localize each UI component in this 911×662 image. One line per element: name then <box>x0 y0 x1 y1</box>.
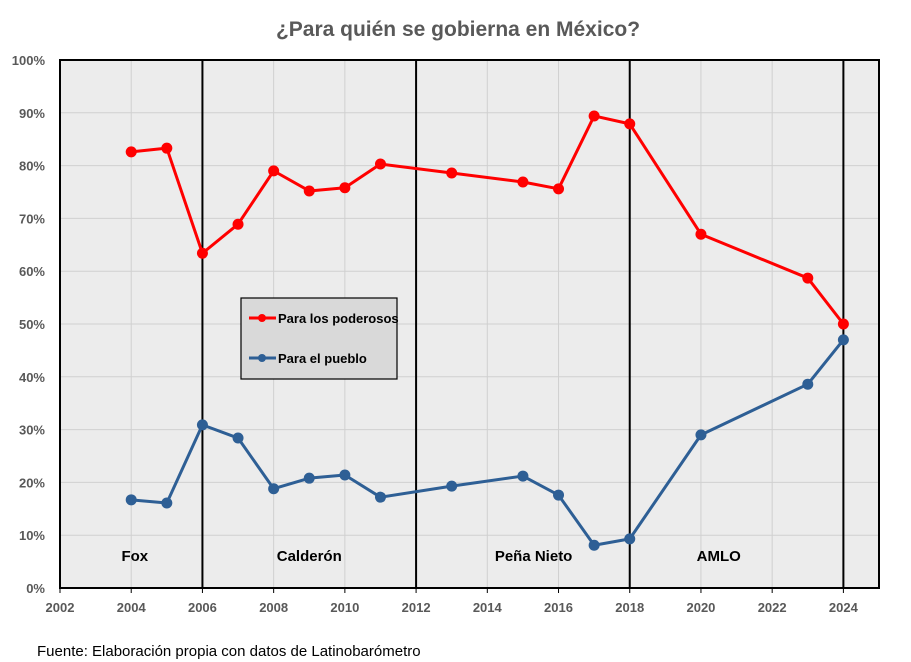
y-tick-label: 0% <box>26 581 45 596</box>
x-tick-label: 2018 <box>615 600 644 615</box>
chart-title: ¿Para quién se gobierna en México? <box>276 18 640 41</box>
data-point-0 <box>695 228 707 240</box>
y-tick-label: 10% <box>19 528 45 543</box>
y-tick-label: 90% <box>19 106 45 121</box>
data-point-1 <box>232 432 244 444</box>
y-tick-label: 30% <box>19 423 45 438</box>
data-point-1 <box>374 491 386 503</box>
data-point-1 <box>553 489 565 501</box>
data-point-0 <box>339 182 351 194</box>
legend-label-pueblo: Para el pueblo <box>278 351 367 366</box>
x-tick-label: 2024 <box>829 600 859 615</box>
y-tick-label: 70% <box>19 211 45 226</box>
y-tick-label: 50% <box>19 317 45 332</box>
data-point-0 <box>624 118 636 130</box>
x-tick-label: 2006 <box>188 600 217 615</box>
legend-marker-poderosos <box>258 314 266 322</box>
data-point-0 <box>268 165 280 177</box>
source-note: Fuente: Elaboración propia con datos de … <box>37 643 421 660</box>
data-point-0 <box>802 272 814 284</box>
data-point-0 <box>517 176 529 188</box>
y-tick-label: 60% <box>19 264 45 279</box>
period-label: Fox <box>121 548 148 565</box>
data-point-1 <box>837 334 849 346</box>
data-point-0 <box>161 142 173 154</box>
y-tick-label: 20% <box>19 475 45 490</box>
data-point-1 <box>196 419 208 431</box>
x-tick-label: 2008 <box>259 600 288 615</box>
data-point-0 <box>232 218 244 230</box>
data-point-0 <box>446 167 458 179</box>
period-label: Calderón <box>277 548 342 565</box>
legend-label-poderosos: Para los poderosos <box>278 311 399 326</box>
x-tick-label: 2010 <box>330 600 359 615</box>
x-tick-label: 2022 <box>758 600 787 615</box>
data-point-1 <box>517 470 529 482</box>
data-point-1 <box>303 472 315 484</box>
x-tick-label: 2012 <box>402 600 431 615</box>
period-label: Peña Nieto <box>495 548 573 565</box>
legend-marker-pueblo <box>258 354 266 362</box>
data-point-1 <box>695 429 707 441</box>
data-point-1 <box>624 533 636 545</box>
x-tick-label: 2020 <box>686 600 715 615</box>
plot-border <box>59 59 880 589</box>
data-point-1 <box>268 483 280 495</box>
legend: Para los poderosos Para el pueblo <box>240 297 399 380</box>
y-tick-label: 100% <box>12 53 46 68</box>
data-point-1 <box>125 494 137 506</box>
series-line-1 <box>131 338 845 547</box>
data-point-0 <box>837 318 849 330</box>
data-point-1 <box>588 539 600 551</box>
legend-box <box>240 297 398 380</box>
data-point-1 <box>446 480 458 492</box>
data-point-0 <box>588 110 600 122</box>
data-point-1 <box>161 497 173 509</box>
data-point-0 <box>196 247 208 259</box>
x-tick-label: 2016 <box>544 600 573 615</box>
data-point-0 <box>303 185 315 197</box>
y-tick-label: 40% <box>19 370 45 385</box>
data-point-1 <box>802 378 814 390</box>
series-line-0 <box>131 114 845 325</box>
data-point-0 <box>374 158 386 170</box>
data-point-0 <box>125 146 137 158</box>
x-tick-label: 2002 <box>46 600 75 615</box>
data-point-0 <box>553 183 565 195</box>
x-tick-label: 2014 <box>473 600 503 615</box>
x-tick-label: 2004 <box>117 600 147 615</box>
y-tick-label: 80% <box>19 159 45 174</box>
period-label: AMLO <box>697 548 741 565</box>
data-point-1 <box>339 469 351 481</box>
